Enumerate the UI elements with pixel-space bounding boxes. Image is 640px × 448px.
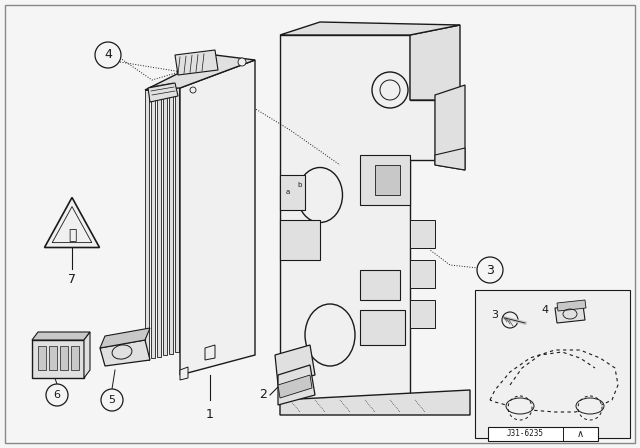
Polygon shape — [360, 270, 400, 300]
Circle shape — [95, 42, 121, 68]
Text: 3: 3 — [492, 310, 499, 320]
Circle shape — [238, 58, 246, 66]
Text: a: a — [286, 189, 290, 195]
Circle shape — [578, 396, 602, 420]
Text: 6: 6 — [54, 390, 61, 400]
Polygon shape — [410, 220, 435, 248]
Text: 5: 5 — [109, 395, 115, 405]
Polygon shape — [32, 340, 84, 378]
Polygon shape — [163, 86, 167, 356]
Polygon shape — [60, 346, 68, 370]
Polygon shape — [275, 345, 315, 385]
Text: 4: 4 — [104, 48, 112, 61]
Polygon shape — [148, 83, 178, 102]
Text: 7: 7 — [68, 273, 76, 286]
Polygon shape — [360, 310, 405, 345]
Polygon shape — [410, 25, 460, 100]
Polygon shape — [84, 332, 90, 378]
Polygon shape — [280, 35, 435, 400]
Polygon shape — [157, 87, 161, 357]
Polygon shape — [475, 290, 630, 438]
Polygon shape — [360, 155, 410, 205]
Text: J31-6235: J31-6235 — [506, 430, 543, 439]
Polygon shape — [32, 332, 90, 340]
Ellipse shape — [298, 168, 342, 223]
Ellipse shape — [305, 304, 355, 366]
Circle shape — [46, 384, 68, 406]
Polygon shape — [38, 346, 46, 370]
Polygon shape — [180, 60, 255, 375]
Polygon shape — [410, 260, 435, 288]
Circle shape — [380, 80, 400, 100]
Polygon shape — [175, 50, 218, 75]
Polygon shape — [45, 198, 99, 247]
Text: b: b — [298, 182, 302, 188]
Circle shape — [508, 396, 532, 420]
Polygon shape — [169, 84, 173, 354]
Text: 4: 4 — [541, 305, 548, 315]
Text: 2: 2 — [259, 388, 267, 401]
Polygon shape — [435, 85, 465, 170]
Circle shape — [372, 72, 408, 108]
Text: ∧: ∧ — [577, 429, 584, 439]
Polygon shape — [410, 300, 435, 328]
Polygon shape — [145, 55, 255, 90]
Polygon shape — [145, 90, 149, 360]
Circle shape — [190, 87, 196, 93]
Polygon shape — [151, 89, 155, 358]
Polygon shape — [280, 175, 305, 210]
Polygon shape — [100, 340, 150, 366]
Circle shape — [502, 312, 518, 328]
Circle shape — [101, 389, 123, 411]
Circle shape — [477, 257, 503, 283]
Polygon shape — [175, 82, 179, 353]
Polygon shape — [557, 300, 586, 311]
Polygon shape — [205, 345, 215, 360]
Polygon shape — [435, 148, 465, 170]
Text: ✋: ✋ — [68, 228, 76, 242]
Polygon shape — [278, 375, 312, 398]
Polygon shape — [555, 305, 585, 323]
Polygon shape — [280, 220, 320, 260]
Polygon shape — [375, 165, 400, 195]
Polygon shape — [278, 365, 315, 405]
Text: 1: 1 — [206, 409, 214, 422]
Polygon shape — [280, 390, 470, 415]
Polygon shape — [100, 328, 150, 348]
Polygon shape — [280, 22, 460, 35]
Text: 3: 3 — [486, 263, 494, 276]
Polygon shape — [180, 367, 188, 380]
Polygon shape — [71, 346, 79, 370]
Bar — [488, 427, 598, 441]
Polygon shape — [49, 346, 57, 370]
